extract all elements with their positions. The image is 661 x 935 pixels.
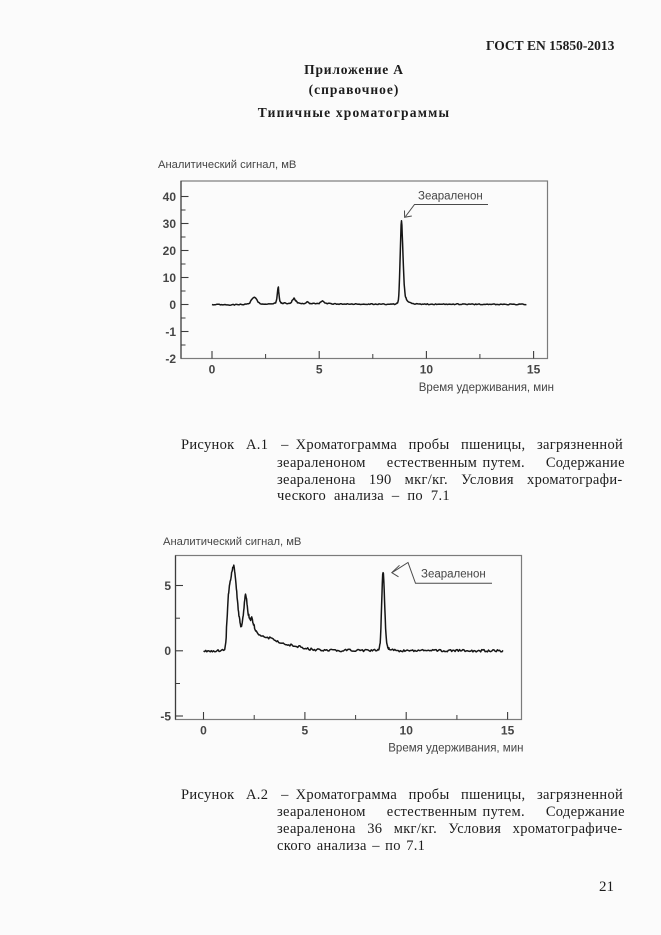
svg-text:Аналитический сигнал, мВ: Аналитический сигнал, мВ (158, 159, 296, 171)
svg-text:0: 0 (164, 644, 171, 658)
svg-text:15: 15 (527, 363, 541, 377)
svg-text:0: 0 (169, 298, 176, 312)
svg-text:20: 20 (163, 244, 177, 258)
svg-text:15: 15 (501, 723, 515, 737)
svg-text:5: 5 (302, 723, 309, 737)
svg-text:0: 0 (200, 723, 207, 737)
svg-text:10: 10 (400, 723, 414, 737)
svg-text:Зеараленон: Зеараленон (418, 191, 483, 203)
svg-text:30: 30 (163, 217, 177, 231)
svg-text:10: 10 (420, 363, 434, 377)
svg-text:5: 5 (164, 579, 171, 593)
svg-text:5: 5 (316, 363, 323, 377)
svg-text:Зеараленон: Зеараленон (421, 569, 486, 581)
svg-text:Время удерживания, мин: Время удерживания, мин (388, 743, 523, 755)
svg-text:40: 40 (163, 190, 177, 204)
svg-text:-5: -5 (160, 709, 171, 723)
svg-text:Время удерживания, мин: Время удерживания, мин (419, 382, 554, 394)
svg-text:10: 10 (163, 271, 177, 285)
svg-text:0: 0 (209, 363, 216, 377)
svg-text:Аналитический сигнал, мВ: Аналитический сигнал, мВ (163, 536, 301, 548)
svg-text:-2: -2 (165, 352, 176, 366)
svg-text:-1: -1 (165, 325, 176, 339)
